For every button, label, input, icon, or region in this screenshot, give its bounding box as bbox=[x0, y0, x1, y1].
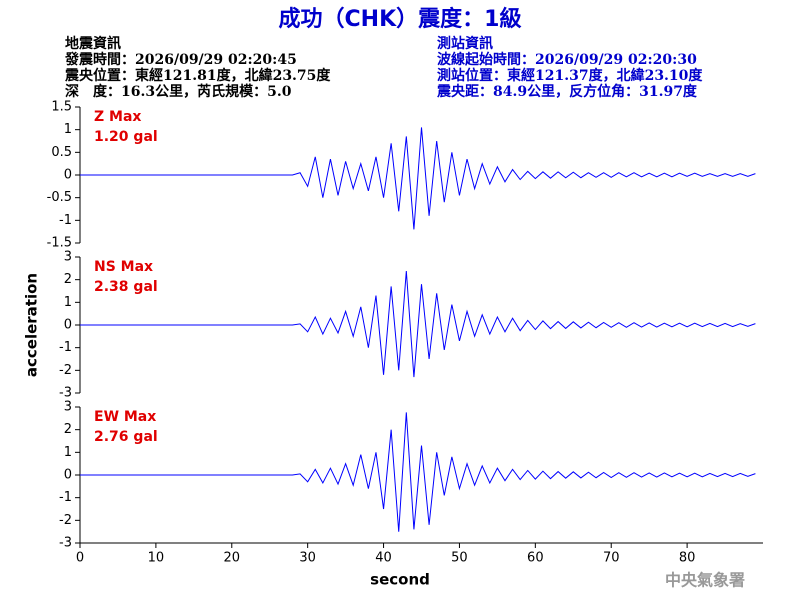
max-annotation: NS Max bbox=[94, 259, 153, 275]
y-tick-label: -1 bbox=[59, 490, 72, 505]
y-tick-label: -3 bbox=[59, 536, 72, 551]
event-info: 發震時間：2026/09/29 02:20:45 bbox=[64, 51, 297, 68]
x-axis-label: second bbox=[370, 571, 430, 589]
y-tick-label: -0.5 bbox=[47, 190, 72, 205]
event-info: 震央位置：東經121.81度，北緯23.75度 bbox=[64, 67, 331, 84]
waveform bbox=[80, 127, 756, 230]
y-tick-label: 1.5 bbox=[51, 100, 72, 115]
y-tick-label: 0 bbox=[64, 168, 72, 183]
max-annotation: 1.20 gal bbox=[94, 129, 158, 145]
y-tick-label: 3 bbox=[64, 400, 72, 415]
y-tick-label: -1 bbox=[59, 213, 72, 228]
y-tick-label: 0 bbox=[64, 468, 72, 483]
x-tick-label: 10 bbox=[148, 551, 165, 566]
event-info: 深 度：16.3公里，芮氏規模：5.0 bbox=[65, 83, 292, 100]
station-info: 測站資訊 bbox=[437, 35, 493, 52]
y-tick-label: -2 bbox=[59, 363, 72, 378]
y-tick-label: 2 bbox=[64, 272, 72, 287]
y-tick-label: -1.5 bbox=[47, 236, 72, 251]
y-axis-label: acceleration bbox=[23, 273, 41, 377]
y-tick-label: -1 bbox=[59, 340, 72, 355]
max-annotation: Z Max bbox=[94, 109, 141, 125]
x-tick-label: 30 bbox=[299, 551, 316, 566]
waveform bbox=[80, 412, 756, 532]
station-info: 震央距：84.9公里，反方位角：31.97度 bbox=[436, 83, 698, 100]
y-tick-label: 0 bbox=[64, 318, 72, 333]
y-tick-label: -3 bbox=[59, 386, 72, 401]
x-tick-label: 0 bbox=[76, 551, 84, 566]
max-annotation: EW Max bbox=[94, 409, 156, 425]
chart-title: 成功（CHK）震度：1級 bbox=[279, 6, 522, 32]
station-info: 波線起始時間：2026/09/29 02:20:30 bbox=[437, 51, 697, 68]
x-tick-label: 50 bbox=[451, 551, 468, 566]
x-tick-label: 60 bbox=[527, 551, 544, 566]
y-tick-label: 2 bbox=[64, 422, 72, 437]
station-info: 測站位置：東經121.37度，北緯23.10度 bbox=[437, 67, 703, 84]
max-annotation: 2.38 gal bbox=[94, 279, 158, 295]
y-tick-label: 1 bbox=[64, 295, 72, 310]
event-info: 地震資訊 bbox=[65, 35, 121, 52]
y-tick-label: 3 bbox=[64, 250, 72, 265]
x-tick-label: 70 bbox=[603, 551, 620, 566]
y-tick-label: 0.5 bbox=[51, 145, 72, 160]
waveform bbox=[80, 271, 756, 378]
y-tick-label: -2 bbox=[59, 513, 72, 528]
x-tick-label: 80 bbox=[679, 551, 696, 566]
x-tick-label: 40 bbox=[375, 551, 392, 566]
y-tick-label: 1 bbox=[64, 122, 72, 137]
y-tick-label: 1 bbox=[64, 445, 72, 460]
max-annotation: 2.76 gal bbox=[94, 429, 158, 445]
footer: 中央氣象署 bbox=[665, 571, 745, 590]
x-tick-label: 20 bbox=[224, 551, 241, 566]
